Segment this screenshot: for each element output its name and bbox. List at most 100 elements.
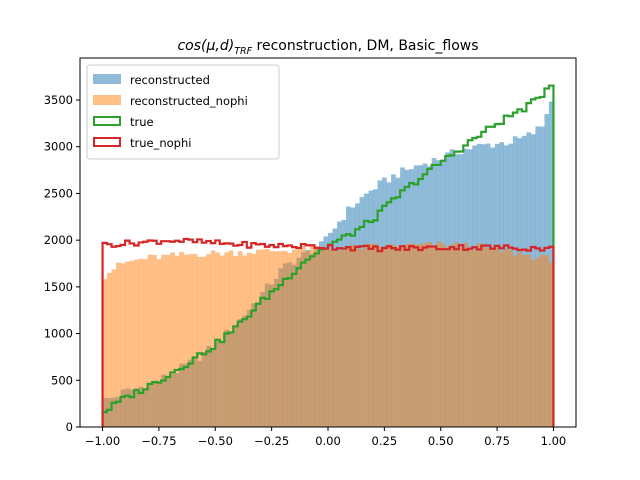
bar-reconstructed_nophi-46 — [309, 245, 315, 427]
y-tick-label: 1000 — [44, 327, 73, 341]
bar-reconstructed_nophi-69 — [413, 244, 419, 427]
y-tick-label: 0 — [66, 420, 73, 434]
bar-reconstructed_nophi-1 — [107, 272, 112, 427]
bar-reconstructed_nophi-71 — [422, 242, 428, 427]
bar-reconstructed_nophi-22 — [201, 256, 207, 427]
bar-reconstructed_nophi-8 — [138, 258, 144, 427]
bar-reconstructed_nophi-47 — [314, 247, 320, 427]
chart-title-rest: reconstruction, DM, Basic_flows — [252, 38, 478, 54]
bar-reconstructed_nophi-60 — [373, 243, 378, 427]
bar-reconstructed_nophi-28 — [228, 250, 234, 427]
bar-reconstructed_nophi-7 — [134, 259, 139, 427]
bar-reconstructed_nophi-11 — [152, 255, 157, 427]
bar-reconstructed_nophi-43 — [296, 249, 302, 427]
bar-reconstructed_nophi-86 — [490, 247, 495, 427]
bar-reconstructed_nophi-51 — [332, 248, 338, 427]
y-tick-label: 1500 — [44, 280, 73, 294]
legend-swatch-true — [93, 116, 121, 126]
bar-reconstructed_nophi-41 — [287, 253, 293, 427]
step-line-true_nophi — [101, 237, 555, 427]
bar-reconstructed_nophi-57 — [359, 249, 365, 427]
bar-reconstructed_nophi-17 — [179, 251, 184, 427]
bar-reconstructed_nophi-38 — [273, 251, 279, 427]
bar-reconstructed_nophi-35 — [260, 249, 266, 427]
bar-reconstructed_nophi-14 — [165, 254, 171, 427]
bar-reconstructed_nophi-99 — [548, 262, 554, 427]
bar-reconstructed_nophi-50 — [328, 249, 333, 427]
bar-reconstructed_nophi-30 — [237, 251, 243, 427]
chart-title: cos(μ,d)TRF reconstruction, DM, Basic_fl… — [177, 38, 478, 57]
bar-reconstructed_nophi-12 — [156, 259, 162, 427]
bar-reconstructed_nophi-80 — [463, 242, 468, 427]
bar-reconstructed_nophi-63 — [386, 244, 392, 427]
bar-reconstructed_nophi-36 — [264, 248, 270, 427]
bar-reconstructed_nophi-4 — [120, 263, 126, 427]
bar-reconstructed_nophi-97 — [539, 254, 545, 427]
bar-reconstructed_nophi-79 — [458, 247, 464, 427]
bar-reconstructed_nophi-32 — [246, 252, 252, 427]
bar-reconstructed_nophi-10 — [147, 254, 153, 427]
bar-reconstructed_nophi-55 — [350, 244, 356, 427]
bar-reconstructed_nophi-92 — [517, 252, 523, 427]
bar-reconstructed_nophi-75 — [440, 243, 446, 427]
bar-reconstructed_nophi-66 — [400, 247, 405, 427]
bar-reconstructed_nophi-19 — [188, 254, 193, 427]
bar-reconstructed_nophi-13 — [161, 254, 166, 427]
bar-reconstructed_nophi-5 — [125, 261, 130, 427]
bar-reconstructed_nophi-24 — [210, 250, 216, 427]
bar-reconstructed_nophi-53 — [341, 248, 347, 427]
bar-reconstructed_nophi-34 — [255, 249, 261, 427]
histogram-bars — [102, 101, 554, 428]
legend-label-reconstructed_nophi: reconstructed_nophi — [130, 94, 248, 108]
legend-swatch-true_nophi — [93, 137, 121, 147]
y-tick-label: 3500 — [44, 93, 73, 107]
bar-reconstructed_nophi-87 — [494, 246, 500, 427]
chart-title-math-sub: TRF — [234, 46, 252, 57]
histogram-steps — [101, 84, 555, 427]
bar-reconstructed_nophi-15 — [170, 252, 175, 427]
bar-reconstructed_nophi-45 — [305, 250, 311, 427]
bar-reconstructed_nophi-40 — [282, 250, 288, 427]
x-tick-label: 0.50 — [428, 434, 454, 448]
bar-reconstructed_nophi-18 — [183, 254, 189, 427]
bar-reconstructed_nophi-20 — [192, 254, 198, 427]
bar-reconstructed_nophi-91 — [512, 255, 518, 427]
bar-reconstructed_nophi-73 — [431, 246, 437, 427]
x-tick-label: −0.25 — [254, 434, 289, 448]
bar-reconstructed_nophi-93 — [521, 255, 527, 427]
bar-reconstructed_nophi-84 — [481, 245, 486, 427]
bar-reconstructed_nophi-76 — [445, 247, 450, 427]
bar-reconstructed_nophi-52 — [337, 250, 342, 427]
bar-reconstructed_nophi-33 — [251, 253, 257, 427]
chart-title-math-base: cos(μ,d) — [177, 38, 234, 54]
legend-label-reconstructed: reconstructed — [130, 73, 210, 87]
bar-reconstructed_nophi-48 — [318, 246, 324, 427]
x-tick-label: −1.00 — [85, 434, 120, 448]
bar-reconstructed_nophi-2 — [111, 269, 117, 427]
bar-reconstructed_nophi-77 — [449, 244, 455, 427]
bar-reconstructed_nophi-59 — [368, 243, 374, 427]
y-tick-label: 2500 — [44, 186, 73, 200]
bar-reconstructed_nophi-78 — [454, 242, 459, 427]
bar-reconstructed_nophi-58 — [364, 243, 369, 427]
x-tick-label: −0.75 — [141, 434, 176, 448]
bar-reconstructed_nophi-16 — [174, 255, 180, 427]
axes: −1.00 −0.75 −0.50 −0.25 0.00 0.25 0.50 0.75 1.00… — [44, 57, 577, 448]
bar-reconstructed_nophi-21 — [197, 256, 202, 427]
bar-reconstructed_nophi-68 — [409, 243, 414, 427]
bar-reconstructed_nophi-95 — [530, 259, 536, 427]
bar-reconstructed_nophi-42 — [291, 249, 297, 427]
bar-reconstructed_nophi-39 — [278, 251, 284, 427]
legend-box — [86, 64, 280, 160]
bar-reconstructed_nophi-3 — [116, 262, 121, 427]
bar-reconstructed_nophi-98 — [544, 255, 550, 427]
legend-label-true: true — [130, 115, 154, 129]
bar-reconstructed_nophi-81 — [467, 248, 473, 427]
y-tick-label: 500 — [51, 373, 73, 387]
x-tick-label: −0.50 — [198, 434, 233, 448]
bar-reconstructed_nophi-54 — [346, 246, 351, 427]
bar-reconstructed_nophi-65 — [395, 246, 401, 427]
x-tick-label: 0.25 — [372, 434, 398, 448]
bar-reconstructed_nophi-31 — [242, 255, 247, 427]
bar-reconstructed_nophi-62 — [382, 248, 387, 427]
